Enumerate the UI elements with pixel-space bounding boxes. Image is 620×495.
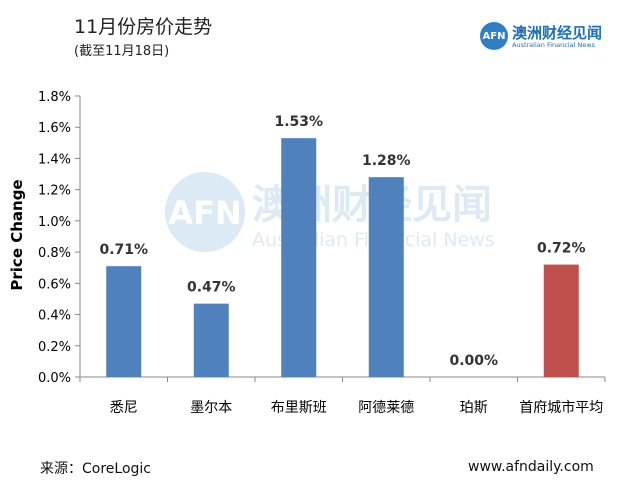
y-tick-label: 1.4% bbox=[38, 152, 71, 167]
y-tick-label: 0.0% bbox=[38, 371, 71, 386]
x-tick-label: 墨尔本 bbox=[190, 400, 232, 416]
website-link[interactable]: www.afndaily.com bbox=[468, 459, 594, 475]
x-tick-label: 首府城市平均 bbox=[519, 399, 603, 416]
chart-title: 11月份房价走势 bbox=[74, 16, 213, 38]
bar-data-label: 0.47% bbox=[187, 280, 236, 296]
y-tick-label: 1.2% bbox=[38, 184, 71, 199]
chart-subtitle: (截至11月18日) bbox=[74, 44, 170, 59]
bars: 0.71% 0.47% 1.53% 1.28% 0.00% 0.72% bbox=[99, 114, 586, 377]
brand-logo-name-cn: 澳洲财经见闻 bbox=[512, 24, 603, 42]
bar-data-label: 0.71% bbox=[99, 242, 148, 258]
y-tick-label: 1.6% bbox=[38, 121, 71, 136]
watermark-badge: AFN bbox=[168, 194, 241, 232]
bar bbox=[193, 303, 229, 377]
x-tick-label: 悉尼 bbox=[110, 400, 138, 416]
y-tick-label: 1.0% bbox=[38, 215, 71, 230]
watermark-badge-circle bbox=[165, 172, 245, 252]
y-tick-label: 0.6% bbox=[38, 277, 71, 292]
x-tick-label: 珀斯 bbox=[460, 400, 488, 416]
source-note: 来源：CoreLogic bbox=[40, 461, 151, 477]
bar-data-label: 1.53% bbox=[274, 114, 323, 130]
bar bbox=[281, 138, 317, 377]
brand-logo: AFN 澳洲财经见闻 Australian Financial News bbox=[480, 22, 610, 54]
y-axis: 0.0% 0.2% 0.4% 0.6% 0.8% 1.0% 1.2% 1.4% 1.6% 1.8% bbox=[38, 90, 81, 386]
y-axis-label: Price Change bbox=[8, 179, 26, 290]
brand-logo-name-en: Australian Financial News bbox=[512, 41, 596, 49]
x-axis: 悉尼 墨尔本 布里斯班 阿德莱德 珀斯 首府城市平均 bbox=[79, 376, 606, 416]
bar-data-label: 0.72% bbox=[537, 241, 586, 257]
bar bbox=[106, 266, 142, 377]
x-tick-label: 阿德莱德 bbox=[358, 400, 414, 416]
y-tick-label: 0.8% bbox=[38, 246, 71, 261]
bar-data-label: 1.28% bbox=[362, 153, 411, 169]
y-tick-label: 0.2% bbox=[38, 340, 71, 355]
bar-data-label: 0.00% bbox=[449, 353, 498, 369]
watermark: AFN 澳洲财经见闻 Australian Financial News bbox=[165, 172, 495, 252]
y-tick-label: 0.4% bbox=[38, 309, 71, 324]
bar bbox=[543, 264, 579, 377]
bar bbox=[368, 177, 404, 377]
brand-logo-badge: AFN bbox=[480, 22, 508, 50]
x-tick-label: 布里斯班 bbox=[271, 400, 327, 416]
y-tick-label: 1.8% bbox=[38, 90, 71, 105]
